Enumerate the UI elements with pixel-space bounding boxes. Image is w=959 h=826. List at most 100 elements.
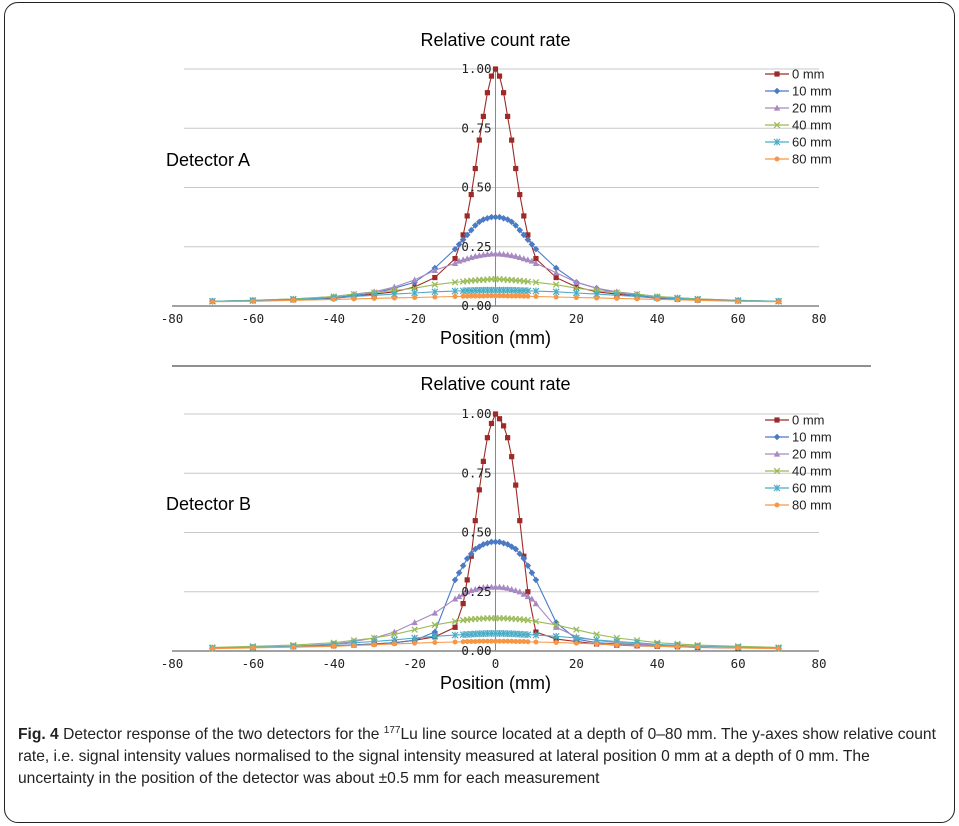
data-point [504, 251, 511, 258]
x-tick-label: 80 [811, 311, 826, 326]
y-tick-label: 0.50 [461, 180, 491, 195]
data-point [480, 638, 486, 644]
data-point [524, 631, 532, 639]
data-point [488, 638, 494, 644]
data-point [552, 281, 560, 288]
data-point [509, 293, 515, 299]
data-point [464, 639, 470, 645]
data-point [431, 609, 439, 616]
data-point [496, 250, 503, 257]
data-point [492, 250, 499, 257]
data-point [452, 624, 458, 630]
data-point [525, 232, 531, 238]
data-point [524, 236, 532, 243]
data-point [476, 218, 483, 226]
data-point [412, 284, 418, 290]
data-point [520, 231, 528, 239]
data-point [552, 632, 560, 640]
data-point [460, 601, 466, 607]
caption-text-pre: Detector response of the two detectors f… [63, 726, 384, 743]
data-point [528, 595, 536, 602]
series-line [212, 617, 779, 648]
data-point [464, 293, 470, 299]
legend-label: 80 mm [792, 152, 832, 167]
data-point [594, 295, 600, 301]
data-point [516, 226, 524, 234]
legend-marker [773, 104, 781, 111]
data-point [432, 294, 438, 300]
y-tick-label: 1.00 [461, 61, 491, 76]
data-point [290, 644, 296, 650]
series-line [212, 67, 779, 302]
data-point [524, 278, 532, 285]
data-point [674, 297, 680, 303]
data-point [505, 638, 511, 644]
data-point [525, 589, 531, 595]
data-point [552, 288, 560, 296]
data-point [455, 241, 463, 248]
data-point [513, 639, 519, 645]
data-point [500, 215, 507, 222]
data-point [492, 66, 499, 72]
data-point [488, 538, 495, 546]
data-point [471, 222, 479, 229]
data-point [512, 587, 519, 594]
data-point [484, 435, 491, 441]
data-point [520, 255, 528, 262]
data-point [371, 642, 377, 648]
data-point [513, 293, 519, 299]
data-point [452, 294, 458, 300]
data-point [528, 257, 536, 264]
y-tick-label: 0.50 [461, 525, 491, 540]
data-point [654, 643, 660, 649]
data-point [654, 296, 660, 302]
data-point [431, 632, 439, 640]
data-point [513, 165, 519, 172]
data-point [472, 518, 478, 524]
data-point [468, 639, 474, 645]
data-point [614, 642, 620, 648]
figure-frame [4, 2, 955, 823]
x-tick-label: 40 [650, 311, 665, 326]
data-point [451, 279, 459, 286]
legend-label: 80 mm [792, 498, 832, 513]
data-point [735, 645, 741, 651]
data-point [463, 231, 471, 239]
data-point [467, 550, 475, 558]
data-point [517, 639, 523, 645]
data-point [533, 294, 539, 300]
legend-marker [773, 87, 781, 95]
legend-marker [774, 156, 780, 162]
legend-marker [774, 71, 780, 77]
data-point [553, 274, 559, 281]
data-point [501, 638, 507, 644]
x-tick-label: -80 [161, 311, 184, 326]
x-tick-label: -20 [403, 311, 426, 326]
legend-marker [774, 417, 780, 423]
y-tick-label: 0.75 [461, 465, 491, 480]
data-point [634, 643, 640, 649]
legend-label: 60 mm [792, 135, 832, 150]
data-point [476, 293, 482, 299]
data-point [484, 638, 490, 644]
data-point [492, 411, 499, 417]
data-point [524, 616, 532, 624]
data-point [521, 639, 527, 645]
x-tick-label: 40 [650, 656, 665, 671]
data-point [521, 213, 527, 219]
data-point [573, 626, 580, 633]
data-point [463, 555, 471, 562]
data-point [674, 644, 680, 650]
series-line [212, 253, 779, 302]
data-point [512, 252, 519, 259]
data-point [455, 593, 463, 600]
x-axis-label: Position (mm) [440, 328, 551, 348]
data-point [391, 641, 397, 647]
data-point [484, 293, 490, 299]
data-point [516, 550, 524, 558]
y-tick-label: 0.75 [461, 120, 491, 135]
legend-marker [773, 121, 781, 129]
legend-label: 40 mm [792, 464, 832, 479]
data-point [484, 90, 491, 96]
data-point [459, 562, 467, 569]
